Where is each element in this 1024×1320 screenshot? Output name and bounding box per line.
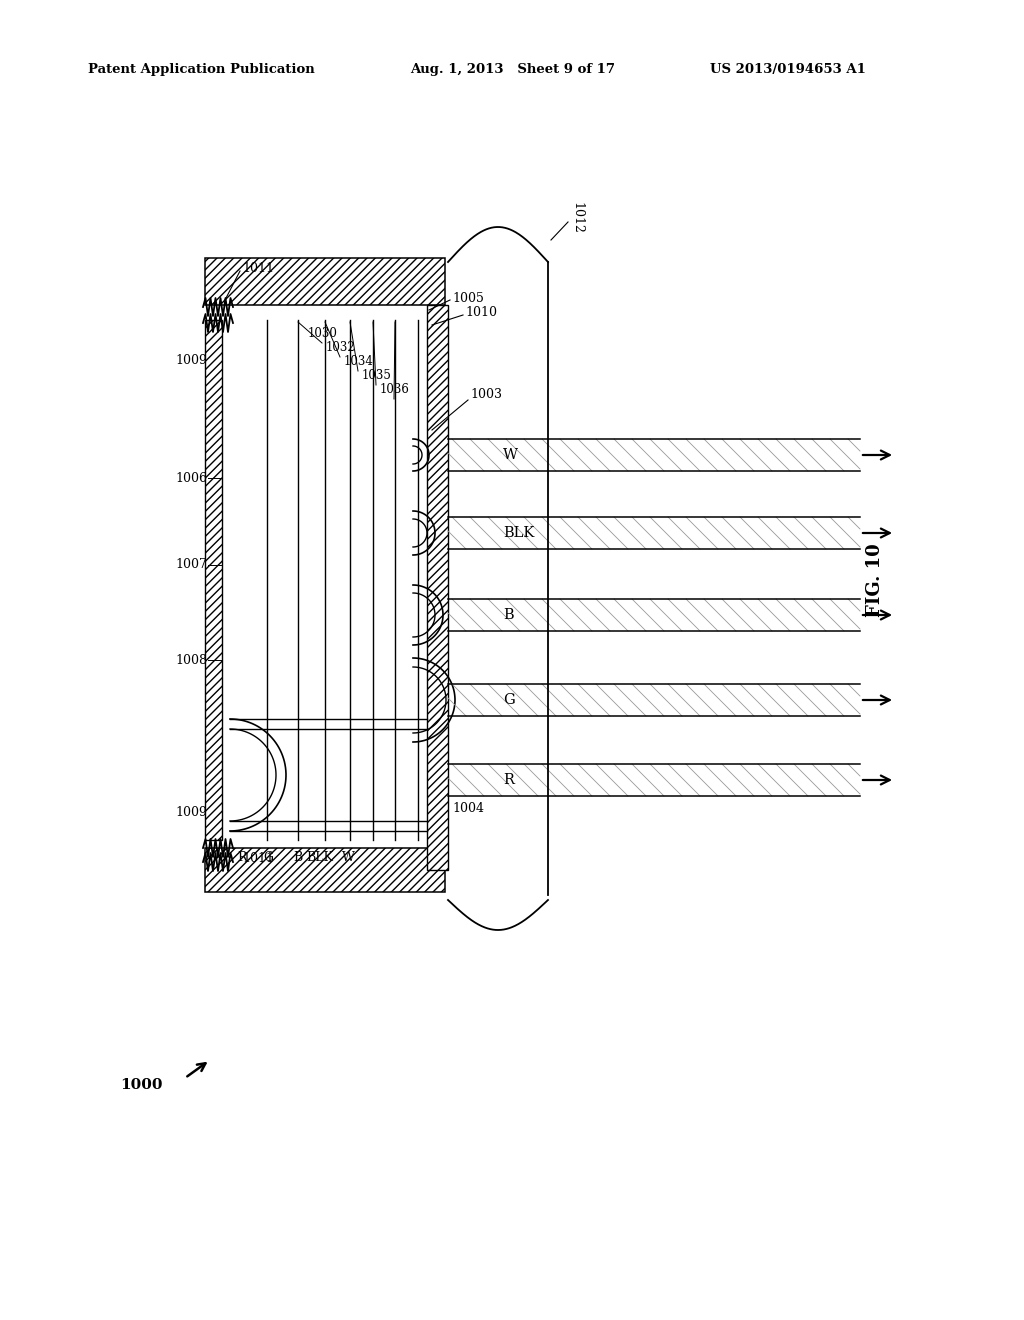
Text: 1011: 1011: [242, 261, 274, 275]
Text: W: W: [342, 851, 354, 865]
Text: 1000: 1000: [121, 1078, 163, 1092]
Text: FIG. 10: FIG. 10: [866, 543, 884, 616]
Text: G: G: [503, 693, 515, 708]
Text: 1008: 1008: [175, 653, 207, 667]
Text: Patent Application Publication: Patent Application Publication: [88, 63, 314, 77]
Text: 1011: 1011: [242, 851, 274, 865]
Text: BLK: BLK: [503, 525, 535, 540]
Text: 1036: 1036: [380, 383, 410, 396]
Text: BLK: BLK: [306, 851, 334, 865]
Text: 1003: 1003: [470, 388, 502, 401]
Text: 1009: 1009: [175, 354, 207, 367]
Text: 1004: 1004: [452, 801, 484, 814]
Text: 1010: 1010: [465, 305, 497, 318]
Text: 1006: 1006: [175, 471, 207, 484]
Text: 1007: 1007: [175, 558, 207, 572]
Text: W: W: [503, 447, 518, 462]
Text: 1012: 1012: [570, 202, 583, 234]
Polygon shape: [205, 319, 222, 840]
Text: US 2013/0194653 A1: US 2013/0194653 A1: [710, 63, 866, 77]
Text: 1032: 1032: [326, 341, 355, 354]
Polygon shape: [205, 257, 445, 305]
Polygon shape: [427, 305, 449, 870]
Text: 1035: 1035: [362, 370, 392, 381]
Text: G: G: [263, 851, 273, 865]
Text: 1009: 1009: [175, 805, 207, 818]
Polygon shape: [205, 847, 445, 892]
Text: 1005: 1005: [452, 292, 484, 305]
Text: 1034: 1034: [344, 355, 374, 368]
Text: Aug. 1, 2013   Sheet 9 of 17: Aug. 1, 2013 Sheet 9 of 17: [410, 63, 615, 77]
Text: R: R: [238, 851, 247, 865]
Text: R: R: [503, 774, 514, 787]
Text: B: B: [293, 851, 303, 865]
Text: 1030: 1030: [308, 327, 338, 341]
Text: B: B: [503, 609, 514, 622]
